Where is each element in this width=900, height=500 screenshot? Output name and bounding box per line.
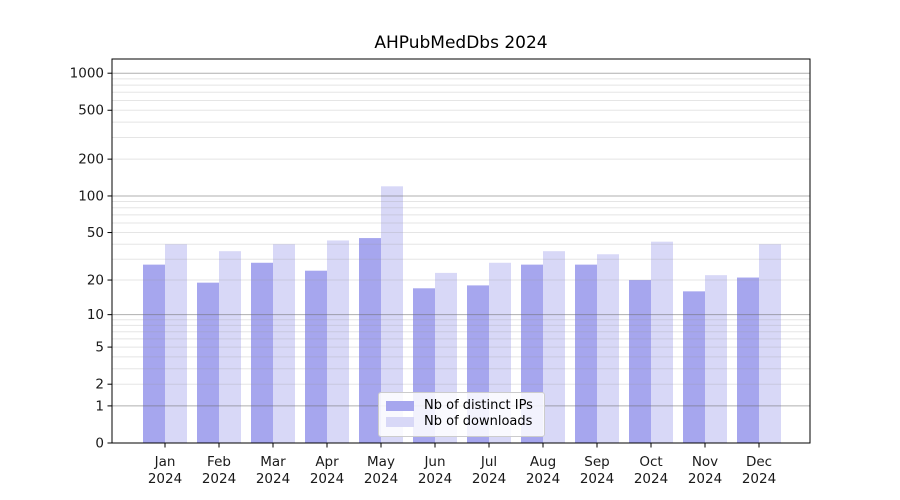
- bar-distinct-ips-apr: [305, 270, 327, 443]
- y-tick-label-0: 0: [95, 436, 104, 452]
- y-tick-label-5: 5: [95, 340, 104, 356]
- y-tick-label-1: 1: [95, 398, 104, 414]
- bar-distinct-ips-mar: [251, 262, 273, 443]
- bar-distinct-ips-sep: [575, 264, 597, 443]
- y-tick-label-20: 20: [87, 273, 104, 289]
- y-tick-label-100: 100: [78, 188, 104, 204]
- x-tick-sublabel-jan: 2024: [148, 471, 182, 487]
- legend-label-distinct-ips: Nb of distinct IPs: [424, 398, 533, 413]
- x-tick-label-oct: Oct: [639, 454, 662, 470]
- x-tick-sublabel-apr: 2024: [310, 471, 344, 487]
- y-tick-label-200: 200: [78, 152, 104, 168]
- x-tick-label-jan: Jan: [154, 454, 176, 470]
- x-tick-label-sep: Sep: [584, 454, 609, 470]
- x-tick-sublabel-jul: 2024: [472, 471, 506, 487]
- legend-swatch-distinct-ips: [386, 401, 414, 411]
- bar-downloads-apr: [327, 240, 349, 443]
- x-tick-sublabel-aug: 2024: [526, 471, 560, 487]
- legend-item-downloads: Nb of downloads: [386, 414, 544, 430]
- bar-distinct-ips-dec: [737, 277, 759, 443]
- x-tick-sublabel-mar: 2024: [256, 471, 290, 487]
- y-tick-label-500: 500: [78, 103, 104, 119]
- x-tick-label-feb: Feb: [207, 454, 231, 470]
- x-tick-sublabel-sep: 2024: [580, 471, 614, 487]
- y-tick-label-1000: 1000: [70, 66, 104, 82]
- x-tick-label-nov: Nov: [692, 454, 718, 470]
- legend-item-distinct-ips: Nb of distinct IPs: [386, 398, 544, 414]
- plot-border: [111, 58, 811, 444]
- x-tick-sublabel-oct: 2024: [634, 471, 668, 487]
- chart-title: AHPubMedDbs 2024: [374, 33, 548, 53]
- legend: Nb of distinct IPs Nb of downloads: [378, 392, 545, 437]
- bar-downloads-feb: [219, 251, 241, 443]
- bar-downloads-dec: [759, 244, 781, 443]
- bar-distinct-ips-nov: [683, 291, 705, 443]
- bar-distinct-ips-feb: [197, 282, 219, 443]
- x-tick-label-jul: Jul: [480, 454, 497, 470]
- bar-downloads-oct: [651, 241, 673, 443]
- x-tick-sublabel-may: 2024: [364, 471, 398, 487]
- legend-swatch-downloads: [386, 417, 414, 427]
- bar-downloads-aug: [543, 251, 565, 443]
- y-tick-label-50: 50: [87, 225, 104, 241]
- x-tick-label-dec: Dec: [746, 454, 772, 470]
- x-tick-label-mar: Mar: [260, 454, 286, 470]
- legend-label-downloads: Nb of downloads: [424, 414, 533, 429]
- bar-distinct-ips-jan: [143, 264, 165, 443]
- bar-downloads-nov: [705, 275, 727, 443]
- bar-downloads-jan: [165, 244, 187, 443]
- x-tick-sublabel-nov: 2024: [688, 471, 722, 487]
- y-tick-label-2: 2: [95, 377, 104, 393]
- x-tick-sublabel-dec: 2024: [742, 471, 776, 487]
- x-tick-sublabel-feb: 2024: [202, 471, 236, 487]
- bar-downloads-mar: [273, 244, 295, 443]
- bar-distinct-ips-may: [359, 238, 381, 443]
- bar-distinct-ips-oct: [629, 280, 651, 443]
- bar-downloads-sep: [597, 254, 619, 443]
- x-tick-sublabel-jun: 2024: [418, 471, 452, 487]
- x-tick-label-jun: Jun: [423, 454, 445, 470]
- x-tick-label-apr: Apr: [315, 454, 339, 470]
- x-tick-label-may: May: [367, 454, 395, 470]
- x-tick-label-aug: Aug: [530, 454, 556, 470]
- y-tick-label-10: 10: [87, 307, 104, 323]
